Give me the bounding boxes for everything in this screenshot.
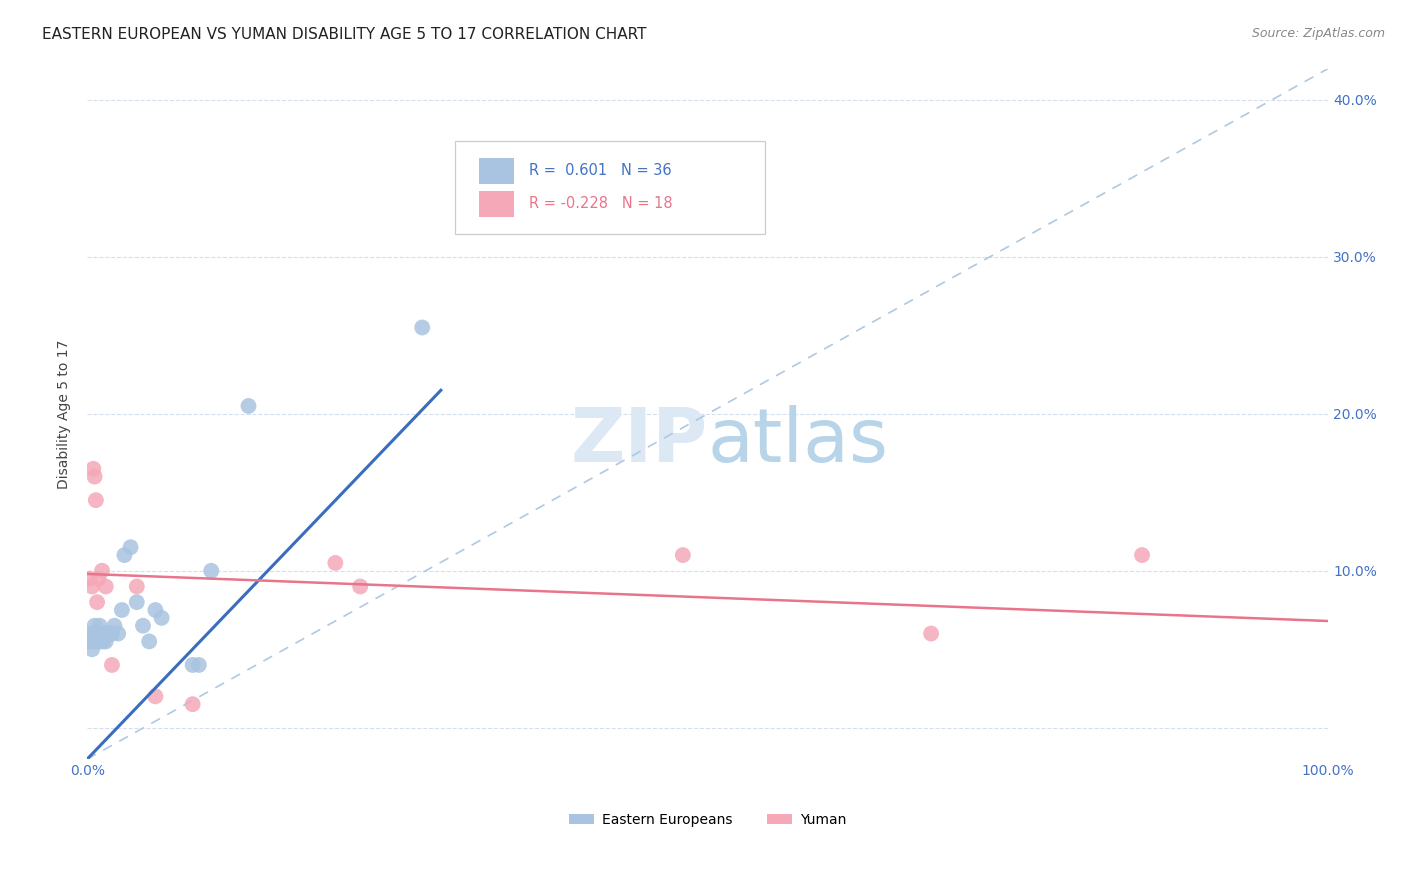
Point bbox=[145, 603, 167, 617]
Point bbox=[89, 618, 111, 632]
Point bbox=[150, 611, 173, 625]
Text: R =  0.601   N = 36: R = 0.601 N = 36 bbox=[529, 163, 672, 178]
Point bbox=[82, 642, 104, 657]
Point bbox=[83, 626, 105, 640]
Point bbox=[82, 634, 104, 648]
Point bbox=[238, 399, 260, 413]
Point bbox=[125, 579, 148, 593]
FancyBboxPatch shape bbox=[479, 191, 515, 217]
Point bbox=[98, 626, 121, 640]
Point bbox=[145, 690, 167, 704]
Point bbox=[672, 548, 695, 562]
Point bbox=[79, 634, 101, 648]
Point bbox=[101, 657, 124, 672]
Text: Source: ZipAtlas.com: Source: ZipAtlas.com bbox=[1251, 27, 1385, 40]
Point bbox=[200, 564, 222, 578]
FancyBboxPatch shape bbox=[454, 141, 765, 235]
Point bbox=[101, 626, 124, 640]
Point bbox=[83, 618, 105, 632]
Point bbox=[89, 626, 111, 640]
Point bbox=[1130, 548, 1153, 562]
Point bbox=[187, 657, 209, 672]
Point bbox=[86, 626, 108, 640]
Point bbox=[91, 626, 114, 640]
Point bbox=[84, 493, 107, 508]
Point bbox=[181, 657, 204, 672]
Point bbox=[91, 564, 114, 578]
Point bbox=[111, 603, 134, 617]
Text: EASTERN EUROPEAN VS YUMAN DISABILITY AGE 5 TO 17 CORRELATION CHART: EASTERN EUROPEAN VS YUMAN DISABILITY AGE… bbox=[42, 27, 647, 42]
Point bbox=[82, 579, 104, 593]
Point bbox=[93, 626, 115, 640]
Point bbox=[82, 462, 104, 476]
Point bbox=[80, 626, 103, 640]
Point bbox=[112, 548, 135, 562]
Point bbox=[91, 634, 114, 648]
Point bbox=[100, 626, 122, 640]
Text: R = -0.228   N = 18: R = -0.228 N = 18 bbox=[529, 196, 672, 211]
Point bbox=[79, 572, 101, 586]
Point bbox=[181, 697, 204, 711]
Point bbox=[920, 626, 942, 640]
Point bbox=[94, 634, 117, 648]
Point bbox=[96, 626, 118, 640]
Point bbox=[325, 556, 347, 570]
Text: ZIP: ZIP bbox=[571, 405, 707, 478]
Point bbox=[94, 579, 117, 593]
Point bbox=[103, 618, 125, 632]
Point bbox=[125, 595, 148, 609]
Point bbox=[349, 579, 371, 593]
Point bbox=[132, 618, 155, 632]
Legend: Eastern Europeans, Yuman: Eastern Europeans, Yuman bbox=[562, 807, 852, 832]
Point bbox=[87, 572, 110, 586]
Point bbox=[411, 320, 433, 334]
Point bbox=[86, 595, 108, 609]
Point bbox=[120, 540, 142, 554]
Point bbox=[90, 634, 112, 648]
FancyBboxPatch shape bbox=[479, 158, 515, 184]
Point bbox=[107, 626, 129, 640]
Point bbox=[138, 634, 160, 648]
Text: atlas: atlas bbox=[707, 405, 889, 478]
Point bbox=[97, 626, 120, 640]
Point bbox=[83, 469, 105, 483]
Point bbox=[87, 634, 110, 648]
Point bbox=[84, 634, 107, 648]
Y-axis label: Disability Age 5 to 17: Disability Age 5 to 17 bbox=[58, 339, 72, 489]
